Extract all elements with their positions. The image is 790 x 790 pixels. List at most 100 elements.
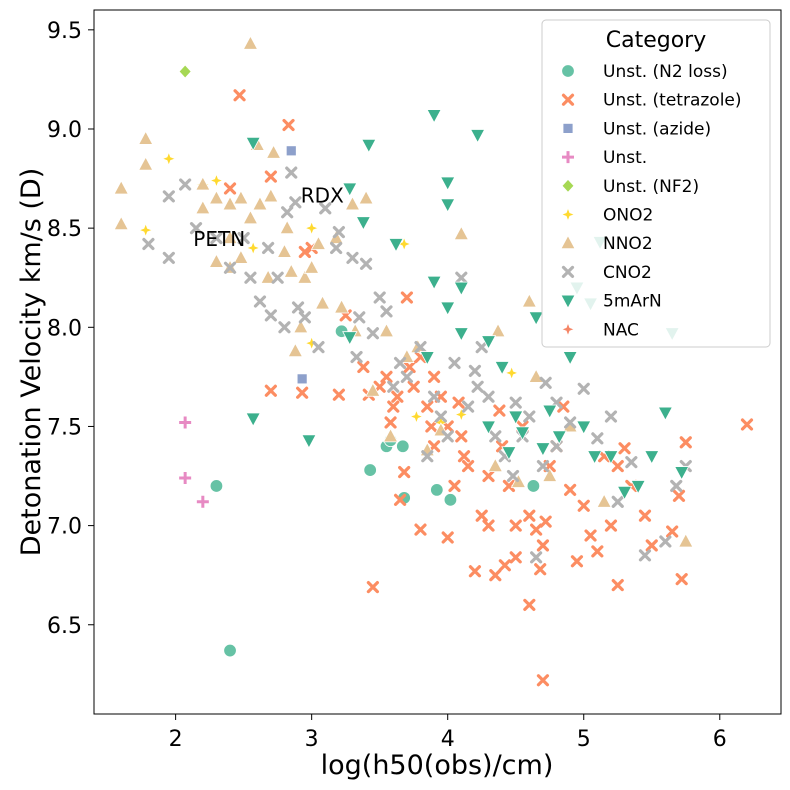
legend-marker [562, 123, 574, 134]
data-point [504, 365, 519, 380]
data-point [414, 341, 427, 354]
data-point [618, 442, 631, 455]
y-tick-label: 7.5 [47, 415, 82, 440]
data-point [195, 176, 211, 191]
y-tick-label: 9.5 [47, 19, 82, 44]
data-point [332, 226, 345, 239]
data-point [523, 410, 536, 423]
legend-entries: Unst. (N2 loss) Unst. (tetrazole) Unst. (a… [560, 62, 742, 340]
data-point [253, 295, 267, 308]
data-point [301, 434, 317, 449]
data-point [378, 322, 395, 338]
data-point [611, 495, 624, 508]
data-point [310, 235, 327, 250]
legend-marker [560, 234, 576, 250]
data-point [393, 356, 407, 370]
data-point [414, 523, 427, 536]
legend-label: NAC [603, 320, 639, 340]
data-point [530, 523, 543, 536]
data-point [421, 450, 434, 463]
data-point [557, 400, 570, 413]
annotation-rdx: RDX [301, 183, 344, 207]
data-point [209, 479, 224, 493]
data-point [498, 559, 511, 572]
data-point [462, 400, 475, 413]
data-point [179, 472, 192, 485]
data-point [237, 231, 250, 245]
data-point [285, 145, 297, 157]
data-point [577, 382, 590, 395]
series-unst [179, 416, 209, 508]
legend-marker [561, 93, 575, 106]
data-point [208, 190, 225, 205]
data-point [287, 342, 304, 357]
data-point [480, 420, 497, 435]
data-point [675, 573, 688, 586]
data-point [591, 432, 604, 445]
data-point [584, 529, 597, 542]
series-unst-azide [285, 145, 308, 385]
data-point [358, 190, 374, 205]
x-tick-label: 3 [305, 727, 319, 752]
legend-marker [561, 64, 575, 78]
data-point [409, 409, 424, 424]
data-point [509, 519, 522, 532]
data-point [638, 549, 652, 562]
data-point [539, 515, 552, 528]
data-point [398, 465, 411, 479]
data-point [570, 555, 584, 568]
data-point [506, 469, 520, 483]
legend-label: Unst. (azide) [603, 119, 711, 139]
data-point [630, 480, 646, 495]
data-point [616, 485, 633, 501]
data-point [332, 388, 345, 401]
data-point [539, 376, 552, 389]
data-point [387, 380, 400, 393]
data-point [296, 373, 308, 385]
data-point [245, 412, 261, 427]
data-point [490, 322, 506, 338]
y-tick-label: 9.0 [47, 118, 82, 143]
data-point [455, 271, 468, 284]
data-point [361, 138, 377, 154]
data-point [457, 450, 471, 463]
data-point [264, 309, 277, 322]
data-point [604, 519, 618, 532]
data-point [242, 209, 259, 225]
data-point [293, 318, 309, 334]
legend-marker [561, 265, 575, 278]
legend-marker [560, 294, 576, 309]
data-point [453, 281, 469, 296]
legend-label: Unst. (tetrazole) [603, 91, 742, 111]
data-point [452, 396, 465, 409]
data-point [342, 331, 358, 346]
data-point [396, 439, 410, 453]
data-point [487, 457, 503, 473]
data-point [455, 430, 468, 443]
legend-label: CNO2 [603, 263, 652, 283]
data-point [138, 223, 153, 238]
data-point [475, 341, 488, 354]
y-tick-label: 8.5 [47, 217, 82, 242]
data-point [530, 551, 543, 564]
data-point [162, 251, 175, 264]
data-point [355, 216, 372, 231]
data-point [528, 368, 544, 383]
data-point [625, 456, 638, 469]
data-point [419, 351, 435, 366]
data-point [357, 360, 370, 374]
data-point [222, 195, 238, 211]
legend-marker [562, 151, 574, 164]
data-point [233, 249, 249, 264]
data-point [427, 390, 441, 403]
data-point [480, 335, 497, 350]
data-point [453, 225, 469, 240]
data-point [645, 539, 658, 552]
data-point [179, 416, 192, 429]
data-point [443, 493, 458, 507]
data-point [297, 269, 313, 284]
data-point [462, 460, 475, 473]
data-point [298, 245, 311, 259]
legend-label: Unst. (NF2) [603, 177, 699, 197]
data-point [482, 469, 495, 483]
